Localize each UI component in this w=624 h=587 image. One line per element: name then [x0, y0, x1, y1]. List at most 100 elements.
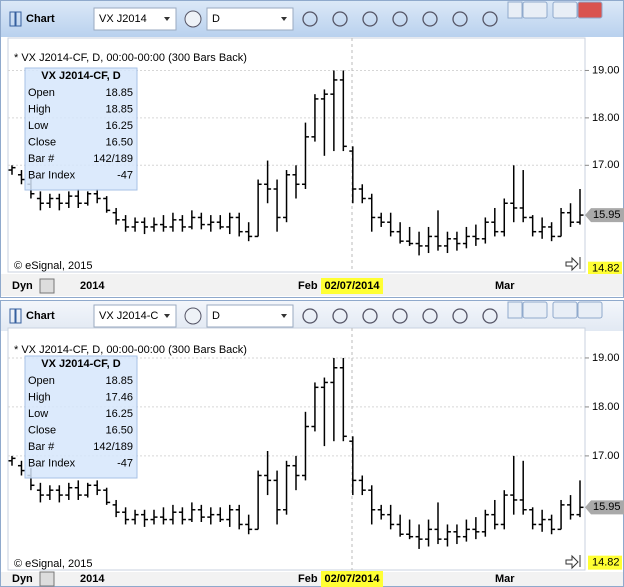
info-label: Bar Index [28, 169, 76, 181]
info-label: Bar # [28, 441, 55, 453]
symbol-box[interactable] [93, 7, 177, 31]
low-marker [588, 555, 622, 570]
toolbar-button[interactable] [482, 308, 498, 324]
x-label: 2014 [80, 280, 105, 292]
toolbar-button[interactable] [392, 308, 408, 324]
source: © eSignal, 2015 [14, 260, 92, 272]
dyn-button[interactable] [39, 571, 55, 587]
y-tick-label: 17.00 [592, 159, 620, 171]
info-value: -47 [117, 457, 133, 469]
low-marker [588, 261, 622, 276]
chart-title: * VX J2014-CF, D, 00:00-00:00 (300 Bars … [14, 52, 247, 64]
toolbar-button[interactable] [362, 11, 378, 27]
interval-box[interactable] [206, 7, 294, 31]
toolbar-button[interactable] [332, 11, 348, 27]
toolbar-button[interactable] [302, 11, 318, 27]
toolbar-button[interactable] [482, 11, 498, 27]
x-label: 2014 [80, 573, 105, 585]
last-price: 15.95 [593, 209, 621, 221]
date-axis [1, 274, 623, 296]
info-label: Open [28, 375, 55, 387]
last-price-tag [585, 208, 624, 223]
info-label: High [28, 391, 51, 403]
settings-button[interactable] [184, 307, 202, 325]
x-label: Feb [298, 280, 318, 292]
chart-icon [9, 11, 16, 27]
window-button[interactable] [522, 301, 548, 319]
interval: D [212, 13, 220, 25]
x-label: 02/07/2014 [324, 280, 380, 292]
help-button[interactable] [507, 1, 523, 19]
window-title: Chart [26, 13, 55, 25]
info-box [24, 67, 138, 191]
scroll-end-icon[interactable] [565, 256, 581, 272]
info-value: 142/189 [93, 441, 133, 453]
info-value: 18.85 [105, 375, 133, 387]
last-price: 15.95 [593, 501, 621, 513]
info-label: Bar # [28, 153, 55, 165]
info-value: 16.50 [105, 424, 133, 436]
help-button[interactable] [507, 301, 523, 319]
dropdown-arrow [281, 17, 287, 21]
toolbar-button[interactable] [452, 308, 468, 324]
info-value: 142/189 [93, 153, 133, 165]
toolbar-button[interactable] [332, 308, 348, 324]
x-label: Feb [298, 573, 318, 585]
symbol: VX J2014-C [99, 310, 158, 322]
y-tick-label: 19.00 [592, 352, 620, 364]
window-button[interactable] [522, 1, 548, 19]
chart-icon [15, 308, 22, 324]
toolbar-button[interactable] [422, 11, 438, 27]
info-value: 17.46 [105, 391, 133, 403]
date-highlight [321, 278, 383, 294]
toolbar-button[interactable] [452, 11, 468, 27]
info-box [24, 355, 138, 479]
y-tick-label: 19.00 [592, 64, 620, 76]
toolbar-button[interactable] [392, 11, 408, 27]
window-title: Chart [26, 310, 55, 322]
low-marker-label: 14.82 [592, 557, 620, 569]
interval: D [212, 310, 220, 322]
chart-title: * VX J2014-CF, D, 00:00-00:00 (300 Bars … [14, 344, 247, 356]
dyn-label: Dyn [12, 573, 33, 585]
x-label: 02/07/2014 [324, 573, 380, 585]
info-value: 16.50 [105, 136, 133, 148]
window-button[interactable] [577, 301, 603, 319]
toolbar-button[interactable] [302, 308, 318, 324]
dropdown-arrow [164, 314, 170, 318]
y-tick-label: 18.00 [592, 112, 620, 124]
info-value: 16.25 [105, 120, 133, 132]
chart-icon [15, 11, 22, 27]
x-label: Mar [495, 573, 515, 585]
info-label: Close [28, 136, 56, 148]
y-tick-label: 18.00 [592, 401, 620, 413]
info-header: VX J2014-CF, D [41, 358, 121, 370]
last-price-tag [585, 500, 624, 515]
x-label: Mar [495, 280, 515, 292]
low-marker-label: 14.82 [592, 263, 620, 275]
interval-box[interactable] [206, 304, 294, 328]
dyn-button[interactable] [39, 278, 55, 294]
info-label: High [28, 103, 51, 115]
date-axis [1, 572, 623, 586]
settings-button[interactable] [184, 10, 202, 28]
symbol: VX J2014 [99, 13, 147, 25]
source: © eSignal, 2015 [14, 558, 92, 570]
symbol-box[interactable] [93, 304, 177, 328]
info-label: Open [28, 87, 55, 99]
info-label: Close [28, 424, 56, 436]
info-value: 16.25 [105, 408, 133, 420]
toolbar-button[interactable] [422, 308, 438, 324]
info-label: Low [28, 120, 48, 132]
info-label: Bar Index [28, 457, 76, 469]
chart-icon [9, 308, 16, 324]
dyn-label: Dyn [12, 280, 33, 292]
window-button[interactable] [577, 1, 603, 19]
scroll-end-icon[interactable] [565, 554, 581, 570]
info-value: -47 [117, 169, 133, 181]
window-button[interactable] [552, 301, 578, 319]
toolbar-button[interactable] [362, 308, 378, 324]
info-value: 18.85 [105, 87, 133, 99]
dropdown-arrow [164, 17, 170, 21]
window-button[interactable] [552, 1, 578, 19]
